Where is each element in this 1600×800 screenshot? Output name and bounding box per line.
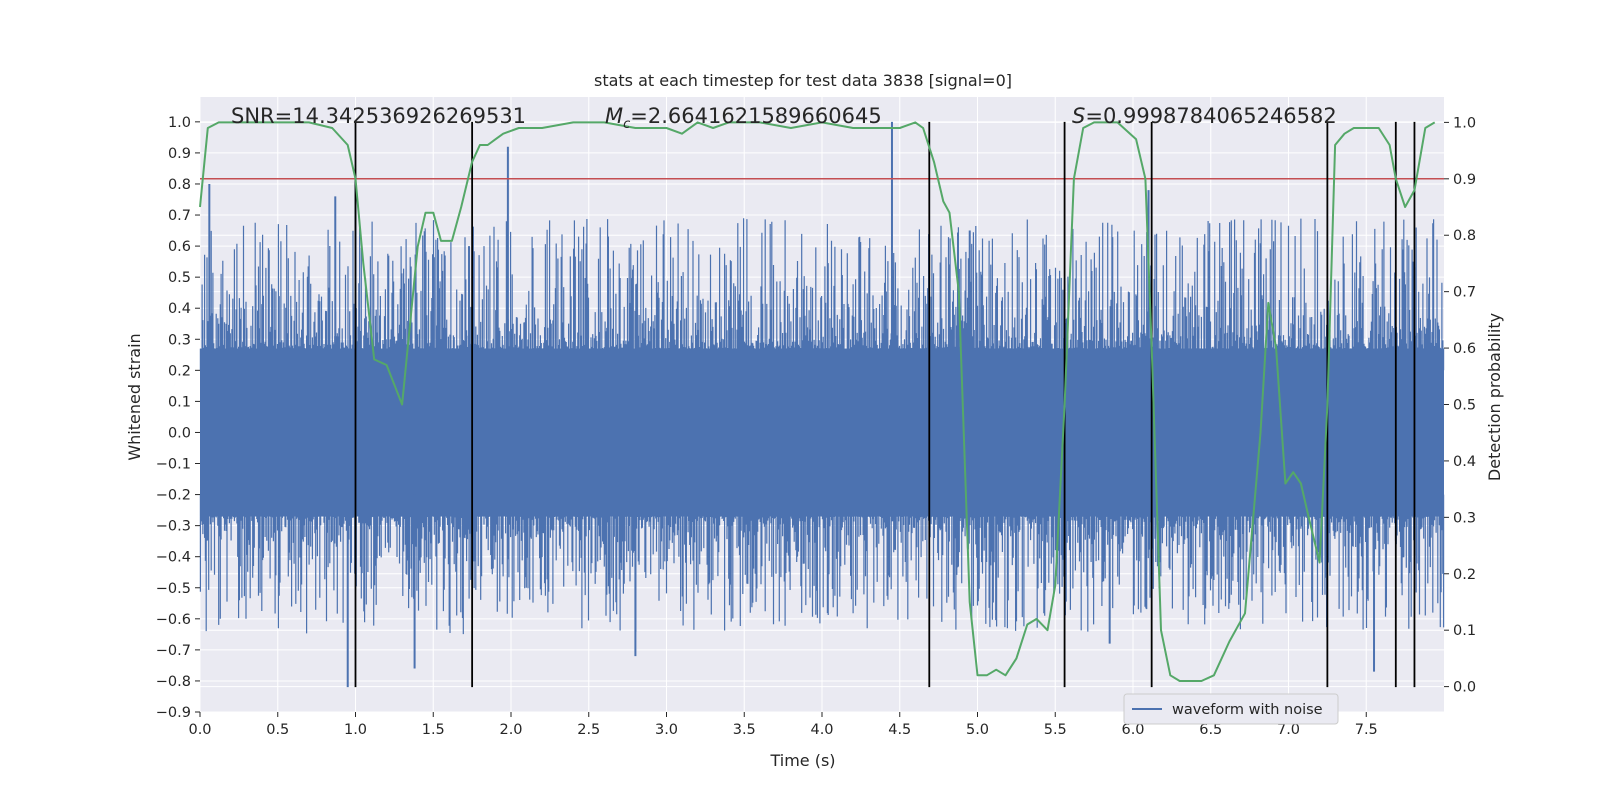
y-tick-label-5: −0.4 — [156, 550, 191, 566]
legend-label-waveform: waveform with noise — [1172, 702, 1323, 718]
waveform-series — [199, 121, 1445, 688]
x-tick-label-6: 3.0 — [655, 722, 678, 738]
y-tick-label-12: 0.3 — [168, 332, 191, 348]
y-tick-label-0: −0.9 — [156, 705, 191, 721]
score-symbol: S — [1072, 104, 1085, 128]
x-tick-label-5: 2.5 — [577, 722, 600, 738]
y2-tick-label-10: 1.0 — [1453, 115, 1476, 131]
x-axis-ticks: 0.0 0.5 1.0 1.5 2.0 2.5 3.0 3.5 4.0 4.5 5.0 5.5 6.0 6… — [188, 712, 1378, 738]
chirp-mass-symbol: M — [605, 104, 623, 128]
y-axis-ticks: −0.9 −0.8 −0.7 −0.6 −0.5 −0.4 −0.3 −0.2 −0.1 0.0 0… — [156, 115, 200, 721]
y2-tick-label-6: 0.6 — [1453, 341, 1476, 357]
y-tick-label-14: 0.5 — [168, 270, 191, 286]
x-axis-label: Time (s) — [769, 751, 835, 770]
y2-tick-label-8: 0.8 — [1453, 228, 1476, 244]
legend: waveform with noise — [1123, 693, 1339, 725]
y-tick-label-11: 0.2 — [168, 363, 191, 379]
chart-title: stats at each timestep for test data 383… — [594, 71, 1012, 90]
x-tick-label-8: 4.0 — [810, 722, 833, 738]
chirp-mass-value: =2.6641621589660645 — [630, 104, 881, 128]
x-tick-label-14: 7.0 — [1277, 722, 1300, 738]
y-tick-label-6: −0.3 — [156, 519, 191, 535]
score-value: =0.9998784065246582 — [1085, 104, 1336, 128]
y-tick-label-1: −0.8 — [156, 674, 191, 690]
x-tick-label-10: 5.0 — [966, 722, 989, 738]
y-tick-label-16: 0.7 — [168, 208, 191, 224]
probability-line — [199, 121, 1436, 682]
y2-tick-label-9: 0.9 — [1453, 172, 1476, 188]
legend-box — [1123, 693, 1339, 725]
y2-tick-label-3: 0.3 — [1453, 510, 1476, 526]
y2-tick-label-0: 0.0 — [1453, 680, 1476, 696]
y-tick-label-13: 0.4 — [168, 301, 191, 317]
chirp-mass-annotation: Mc=2.6641621589660645 — [605, 104, 882, 132]
x-tick-label-4: 2.0 — [499, 722, 522, 738]
x-tick-label-7: 3.5 — [733, 722, 756, 738]
y2-tick-label-2: 0.2 — [1453, 567, 1476, 583]
score-annotation: S=0.9998784065246582 — [1072, 104, 1337, 128]
y-tick-label-17: 0.8 — [168, 177, 191, 193]
x-tick-label-15: 7.5 — [1355, 722, 1378, 738]
y-tick-label-15: 0.6 — [168, 239, 191, 255]
x-tick-label-0: 0.0 — [188, 722, 211, 738]
y-tick-label-18: 0.9 — [168, 146, 191, 162]
y-tick-label-9: 0.0 — [168, 425, 191, 441]
chirp-mass-subscript: c — [623, 117, 630, 132]
y-axis-label: Whitened strain — [125, 333, 144, 460]
y-tick-label-8: −0.1 — [156, 457, 191, 473]
x-tick-label-11: 5.5 — [1044, 722, 1067, 738]
waveform-core-band — [200, 348, 1444, 517]
y-tick-label-10: 0.1 — [168, 394, 191, 410]
y-tick-label-4: −0.5 — [156, 581, 191, 597]
y2-axis-label: Detection probability — [1485, 313, 1504, 481]
y2-tick-label-1: 0.1 — [1453, 623, 1476, 639]
y-tick-label-2: −0.7 — [156, 643, 191, 659]
y-tick-label-3: −0.6 — [156, 612, 191, 628]
y2-tick-label-4: 0.4 — [1453, 454, 1476, 470]
y2-tick-label-7: 0.7 — [1453, 285, 1476, 301]
y-tick-label-19: 1.0 — [168, 115, 191, 131]
x-tick-label-13: 6.5 — [1199, 722, 1222, 738]
snr-annotation: SNR=14.342536926269531 — [231, 104, 526, 128]
y-tick-label-7: −0.2 — [156, 488, 191, 504]
y2-axis-ticks: 0.0 0.1 0.2 0.3 0.4 0.5 0.6 0.7 0.8 0.9 1.0 — [1444, 115, 1476, 696]
y2-tick-label-5: 0.5 — [1453, 398, 1476, 414]
x-tick-label-12: 6.0 — [1121, 722, 1144, 738]
x-tick-label-9: 4.5 — [888, 722, 911, 738]
x-tick-label-1: 0.5 — [266, 722, 289, 738]
x-tick-label-3: 1.5 — [422, 722, 445, 738]
x-tick-label-2: 1.0 — [344, 722, 367, 738]
vertical-markers — [354, 121, 1416, 688]
